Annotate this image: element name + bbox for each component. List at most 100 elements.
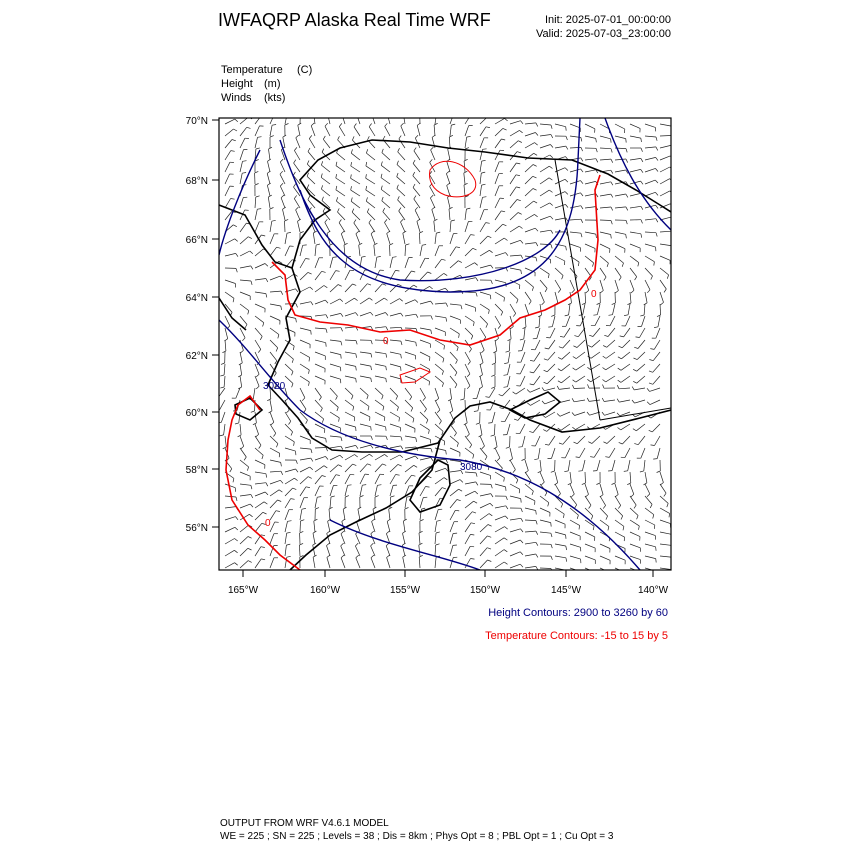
- wind-barb-feather: [476, 423, 480, 424]
- wind-barb: [495, 118, 505, 124]
- wind-barb: [660, 145, 671, 148]
- wind-barb: [414, 151, 420, 160]
- wind-barb-feather: [307, 185, 309, 189]
- wind-barb-feather: [248, 237, 252, 239]
- wind-barb: [300, 259, 306, 269]
- wind-barb: [360, 424, 371, 427]
- wind-barb: [600, 159, 611, 160]
- wind-barb-feather: [602, 412, 605, 415]
- wind-barb: [285, 469, 296, 472]
- wind-barb: [645, 219, 656, 220]
- wind-barb: [600, 244, 610, 249]
- wind-barb: [359, 245, 360, 256]
- wind-barb: [270, 480, 280, 484]
- wind-barb: [420, 458, 431, 461]
- wind-barb-feather: [366, 149, 367, 153]
- wind-barb: [285, 412, 291, 421]
- wind-barb: [450, 388, 452, 399]
- wind-barb: [594, 448, 600, 457]
- wind-barb-feather: [619, 442, 623, 444]
- wind-barb: [360, 412, 370, 417]
- wind-barb-feather: [410, 397, 412, 400]
- wind-barb: [328, 521, 330, 532]
- wind-barb: [420, 328, 431, 330]
- wind-barb-feather: [631, 494, 634, 497]
- wind-barb-feather: [266, 279, 268, 282]
- wind-barb-feather: [482, 184, 486, 185]
- wind-barb: [540, 496, 549, 503]
- wind-barb: [270, 340, 278, 348]
- wind-barb-feather: [486, 324, 488, 328]
- wind-barb: [510, 304, 516, 313]
- wind-barb: [405, 475, 412, 484]
- wind-barb: [270, 328, 279, 335]
- wind-barb: [508, 352, 510, 363]
- wind-barb-feather: [566, 146, 568, 149]
- wind-barb-feather: [317, 497, 321, 498]
- wind-barb: [224, 364, 225, 375]
- wind-barb-feather: [322, 419, 323, 423]
- wind-barb-feather: [321, 161, 322, 165]
- valid-time: Valid: 2025-07-03_23:00:00: [536, 28, 671, 40]
- wind-barb-feather: [513, 313, 515, 316]
- latitude-labels: 70°N68°N66°N64°N62°N60°N58°N56°N: [186, 116, 219, 534]
- wind-barb: [465, 491, 475, 496]
- wind-barb-feather: [333, 257, 337, 258]
- wind-barb: [351, 166, 360, 172]
- wind-barb: [530, 400, 540, 405]
- wind-barb: [298, 221, 301, 232]
- wind-barb: [540, 568, 551, 569]
- wind-barb-feather: [548, 274, 549, 278]
- wind-barb-feather: [338, 465, 342, 467]
- wind-barb: [315, 300, 325, 304]
- wind-barb-feather: [292, 359, 293, 363]
- wind-barb-feather: [536, 243, 538, 247]
- wind-barb-feather: [233, 478, 234, 482]
- wind-barb: [285, 545, 286, 556]
- wind-barb-feather: [587, 398, 589, 402]
- wind-barb-feather: [523, 327, 527, 329]
- wind-barb-feather: [306, 487, 310, 488]
- wind-barb: [630, 256, 639, 263]
- wind-barb: [525, 243, 536, 244]
- wind-barb: [280, 174, 285, 184]
- wind-barb: [225, 340, 226, 351]
- wind-barb-feather: [612, 483, 616, 485]
- wind-barb: [285, 328, 295, 333]
- wind-barb: [574, 400, 585, 402]
- wind-barb-feather: [385, 313, 388, 316]
- wind-barb: [366, 190, 375, 196]
- wind-barb: [403, 233, 405, 244]
- wind-barb: [660, 156, 670, 160]
- wind-barb-feather: [667, 503, 668, 507]
- wind-barb-feather: [356, 111, 359, 114]
- wind-barb-feather: [551, 245, 552, 249]
- wind-barb: [540, 230, 551, 232]
- wind-barb: [494, 424, 495, 435]
- wind-barb-feather: [572, 413, 575, 416]
- wind-barb-feather: [474, 411, 478, 412]
- wind-barb-feather: [267, 183, 270, 185]
- wind-barb: [465, 448, 474, 455]
- wind-barb: [525, 214, 534, 220]
- wind-barb: [281, 198, 285, 208]
- wind-barb: [495, 253, 506, 256]
- wind-barb: [495, 128, 503, 136]
- wind-barb-feather: [236, 268, 237, 272]
- wind-barb: [435, 376, 444, 383]
- wind-barb: [435, 352, 444, 359]
- wind-barb: [405, 388, 412, 397]
- wind-barb-feather: [550, 155, 553, 158]
- wind-barb: [357, 522, 361, 532]
- wind-barb-feather: [374, 243, 378, 245]
- wind-barb: [450, 522, 454, 532]
- wind-barb: [366, 178, 375, 184]
- wind-barb: [345, 400, 354, 407]
- wind-barb: [435, 233, 436, 244]
- latitude-label: 68°N: [186, 176, 208, 187]
- wind-barb: [615, 159, 626, 160]
- wind-barb-feather: [241, 446, 244, 449]
- wind-barb-feather: [548, 503, 549, 507]
- wind-barb: [225, 507, 236, 508]
- wind-barb: [555, 146, 566, 148]
